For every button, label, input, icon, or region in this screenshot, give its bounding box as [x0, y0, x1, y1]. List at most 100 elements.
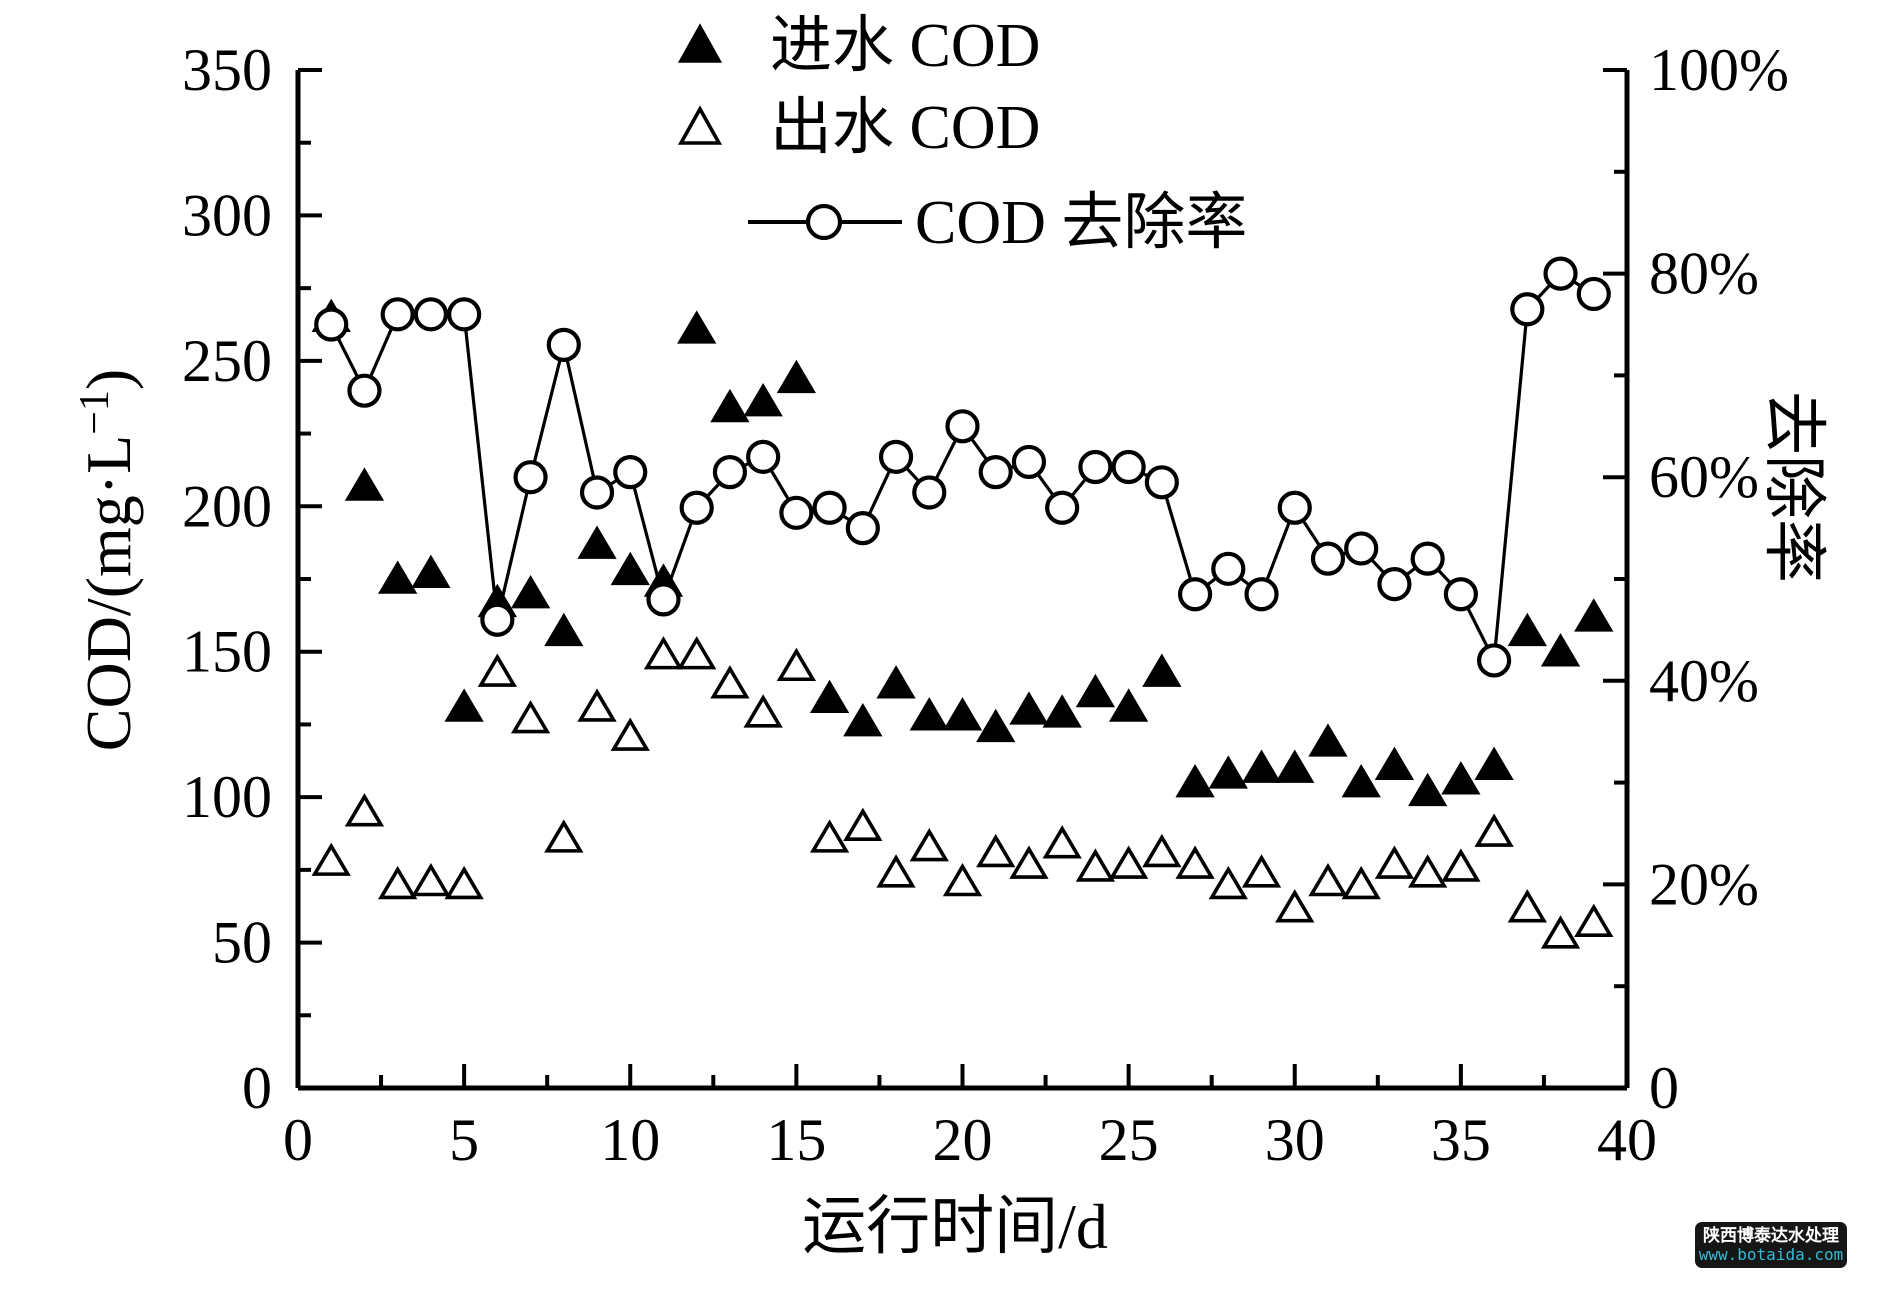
removal-rate-point: [646, 582, 681, 617]
watermark-badge: 陕西博泰达水处理 www.botaida.com: [1695, 1222, 1847, 1268]
effluent-cod-point: [876, 854, 916, 888]
effluent-cod-point: [1574, 903, 1614, 938]
effluent-cod-point: [411, 862, 451, 897]
removal-rate-point: [513, 460, 548, 495]
watermark-url: www.botaida.com: [1698, 1244, 1844, 1264]
influent-cod-point: [876, 665, 916, 699]
removal-rate-point: [978, 455, 1013, 490]
influent-cod-point: [1540, 633, 1581, 667]
influent-cod-point: [1574, 598, 1614, 632]
influent-cod-point: [1507, 612, 1547, 647]
removal-rate-point: [1443, 577, 1478, 612]
watermark-company-name: 陕西博泰达水处理: [1703, 1225, 1839, 1245]
effluent-cod-point: [311, 842, 351, 876]
influent-cod-point: [444, 688, 484, 722]
effluent-cod-point: [510, 700, 551, 734]
removal-rate-point: [380, 297, 415, 332]
influent-cod-point: [1208, 755, 1248, 789]
removal-rate-point: [1510, 292, 1545, 327]
effluent-cod-point: [477, 653, 517, 687]
effluent-cod-point: [1474, 813, 1514, 847]
removal-rate-point: [712, 455, 748, 490]
effluent-cod-point: [1308, 862, 1348, 897]
effluent-cod-point: [776, 647, 817, 682]
removal-rate-point: [480, 602, 515, 637]
removal-rate-point: [314, 307, 349, 342]
effluent-cod-point: [909, 828, 949, 862]
effluent-cod-point: [643, 636, 684, 670]
removal-rate-point: [1244, 577, 1279, 612]
y-right-tick-label: 100%: [1649, 37, 1789, 103]
x-tick-label: 25: [1099, 1107, 1159, 1173]
y-left-tick-label: 200: [182, 473, 272, 539]
removal-rate-point: [1177, 577, 1213, 612]
effluent-cod-point: [1075, 848, 1116, 882]
removal-rate-point: [779, 495, 814, 530]
effluent-cod-point: [942, 862, 983, 897]
effluent-cod-point: [710, 665, 750, 699]
influent-cod-point: [1108, 688, 1149, 722]
influent-cod-point: [378, 560, 418, 594]
removal-rate-point: [1045, 490, 1080, 525]
influent-cod-point: [1075, 673, 1116, 708]
influent-cod-point: [610, 551, 650, 586]
legend-label-effluent: 出水 COD: [770, 94, 1040, 162]
removal-rate-point: [546, 327, 581, 362]
removal-rate-point: [845, 510, 880, 546]
effluent-cod-point: [1175, 845, 1215, 879]
influent-cod-point: [510, 574, 551, 609]
influent-cod-point: [942, 697, 983, 731]
series-influent-cod: [311, 298, 1614, 807]
influent-cod-point: [909, 697, 949, 731]
removal-rate-point: [613, 455, 648, 490]
removal-rate-point: [1344, 531, 1379, 566]
y-right-tick-label: 20%: [1649, 851, 1759, 917]
x-tick-label: 10: [600, 1107, 660, 1173]
influent-cod-point: [1042, 694, 1082, 728]
removal-rate-point: [1310, 541, 1346, 576]
influent-cod-point: [1175, 764, 1215, 798]
y-right-tick-label: 80%: [1649, 241, 1759, 307]
effluent-cod-point: [976, 833, 1016, 868]
influent-cod-point: [743, 383, 783, 417]
legend-label-removal: COD 去除率: [915, 189, 1247, 257]
effluent-cod-point: [610, 717, 650, 751]
influent-cod-point: [1474, 746, 1514, 780]
removal-rate-point: [679, 490, 714, 525]
x-axis-title: 运行时间/d: [802, 1191, 1108, 1262]
y-left-tick-label: 350: [182, 37, 272, 103]
removal-rate-point: [1377, 566, 1412, 602]
influent-cod-point: [776, 359, 817, 394]
removal-rate-point: [347, 373, 382, 408]
influent-cod-point: [1142, 653, 1182, 687]
removal-rate-point: [1144, 465, 1179, 500]
effluent-cod-point: [677, 636, 717, 670]
influent-cod-point: [1408, 772, 1448, 807]
influent-cod-point: [976, 708, 1016, 743]
removal-rate-point: [1078, 449, 1113, 485]
y-right-axis-title: 去除率: [1758, 391, 1829, 583]
influent-cod-point: [809, 679, 850, 714]
x-tick-label: 5: [449, 1107, 479, 1173]
effluent-cod-point: [1374, 845, 1415, 879]
removal-rate-point: [1211, 551, 1246, 586]
effluent-cod-point: [809, 819, 850, 853]
removal-rate-point: [1543, 256, 1578, 291]
effluent-cod-point: [1042, 825, 1082, 859]
influent-cod-point: [1241, 749, 1282, 783]
series-effluent-cod: [311, 636, 1614, 949]
x-tick-label: 20: [933, 1107, 993, 1173]
y-left-tick-label: 300: [182, 182, 272, 248]
x-tick-label: 0: [283, 1107, 313, 1173]
series-removal-rate: [314, 256, 1611, 678]
effluent-cod-point: [1341, 865, 1381, 900]
effluent-cod-point: [544, 819, 584, 853]
removal-rate-point: [447, 297, 482, 332]
influent-cod-point: [344, 467, 385, 501]
effluent-cod-point: [1108, 845, 1149, 879]
legend-open-circle-icon: [805, 203, 843, 241]
axis-titles: 运行时间/d COD/(mg·L−1) 去除率: [72, 369, 1829, 1262]
legend-label-influent: 进水 COD: [770, 12, 1040, 80]
